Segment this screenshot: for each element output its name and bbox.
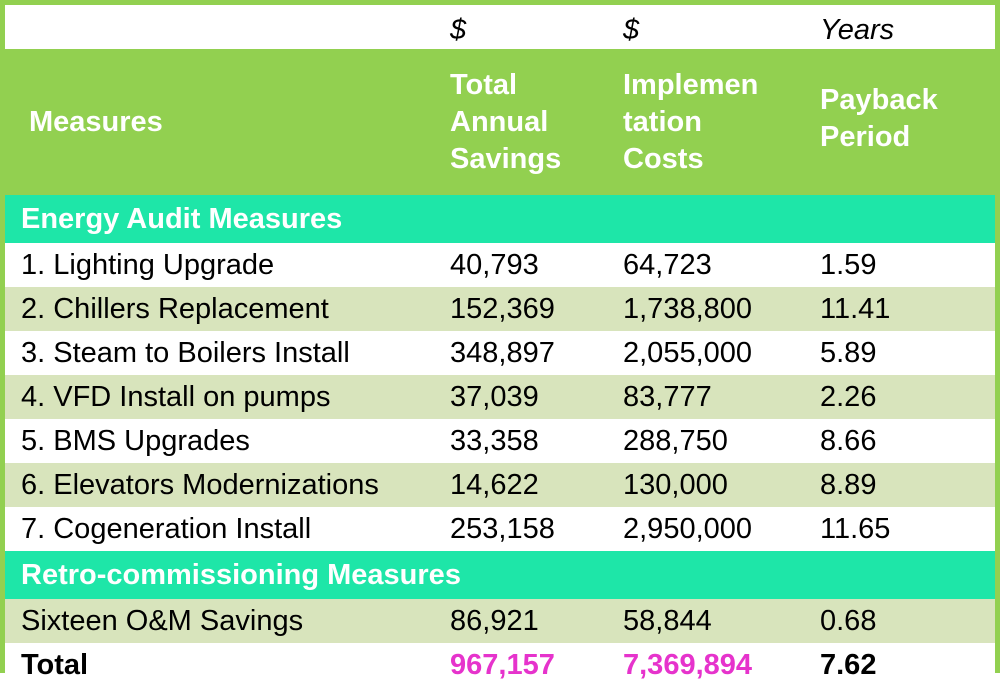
section-title: Retro-commissioning Measures: [5, 551, 995, 599]
measure-cell: 4. VFD Install on pumps: [5, 375, 450, 419]
measure-cell: 7. Cogeneration Install: [5, 507, 450, 551]
header-implementation-costs: Implemen tation Costs: [623, 49, 820, 195]
table-row: 7. Cogeneration Install 253,158 2,950,000 1…: [5, 507, 995, 551]
savings-cell: 40,793: [450, 243, 623, 287]
costs-cell: 1,738,800: [623, 287, 820, 331]
section-row: Energy Audit Measures: [5, 195, 995, 243]
measure-cell: Sixteen O&M Savings: [5, 599, 450, 643]
payback-cell: 5.89: [820, 331, 995, 375]
table-row: 1. Lighting Upgrade 40,793 64,723 1.59: [5, 243, 995, 287]
costs-cell: 2,950,000: [623, 507, 820, 551]
savings-cell: 86,921: [450, 599, 623, 643]
savings-cell: 14,622: [450, 463, 623, 507]
header-payback-period: Payback Period: [820, 49, 995, 195]
units-cell-costs: $: [623, 13, 640, 46]
payback-cell: 8.66: [820, 419, 995, 463]
savings-cell: 37,039: [450, 375, 623, 419]
payback-cell: 2.26: [820, 375, 995, 419]
units-row: $ $ Years: [5, 5, 995, 49]
savings-cell: 348,897: [450, 331, 623, 375]
measure-cell: 2. Chillers Replacement: [5, 287, 450, 331]
header-payback-line: Period: [820, 121, 911, 153]
table-row: 3. Steam to Boilers Install 348,897 2,055,…: [5, 331, 995, 375]
payback-cell: 11.41: [820, 287, 995, 331]
measure-cell: 6. Elevators Modernizations: [5, 463, 450, 507]
units-cell-savings: $: [450, 13, 467, 46]
table-row: 4. VFD Install on pumps 37,039 83,777 2.26: [5, 375, 995, 419]
header-row: Measures Total Annual Savings Implemen t…: [5, 49, 995, 195]
savings-cell: 33,358: [450, 419, 623, 463]
table-body: Energy Audit Measures 1. Lighting Upgrade…: [5, 195, 995, 687]
costs-cell: 288,750: [623, 419, 820, 463]
total-row: Total 967,157 7,369,894 7.62: [5, 643, 995, 687]
energy-measures-table: $ $ Years Measures Total Annual Savings …: [5, 5, 995, 687]
units-cell-measures: [5, 5, 450, 49]
section-row: Retro-commissioning Measures: [5, 551, 995, 599]
payback-cell: 0.68: [820, 599, 995, 643]
section-title: Energy Audit Measures: [5, 195, 995, 243]
header-measures: Measures: [5, 49, 450, 195]
costs-cell: 83,777: [623, 375, 820, 419]
header-total-annual-savings: Total Annual Savings: [450, 49, 623, 195]
payback-cell: 1.59: [820, 243, 995, 287]
header-savings-line: Savings: [450, 142, 562, 175]
header-costs-line: Costs: [623, 142, 704, 175]
measure-cell: 3. Steam to Boilers Install: [5, 331, 450, 375]
total-savings: 967,157: [450, 643, 623, 687]
costs-cell: 2,055,000: [623, 331, 820, 375]
total-label: Total: [5, 643, 450, 687]
header-savings-line: Annual: [450, 105, 549, 138]
costs-cell: 58,844: [623, 599, 820, 643]
savings-cell: 152,369: [450, 287, 623, 331]
payback-cell: 11.65: [820, 507, 995, 551]
savings-cell: 253,158: [450, 507, 623, 551]
total-payback: 7.62: [820, 643, 995, 687]
table-row: 6. Elevators Modernizations 14,622 130,000…: [5, 463, 995, 507]
measure-cell: 1. Lighting Upgrade: [5, 243, 450, 287]
costs-cell: 130,000: [623, 463, 820, 507]
table-row: 2. Chillers Replacement 152,369 1,738,800 1…: [5, 287, 995, 331]
costs-cell: 64,723: [623, 243, 820, 287]
header-payback-line: Payback: [820, 84, 938, 116]
table-row: 5. BMS Upgrades 33,358 288,750 8.66: [5, 419, 995, 463]
payback-cell: 8.89: [820, 463, 995, 507]
header-costs-line: Implemen: [623, 68, 759, 101]
header-savings-line: Total: [450, 68, 518, 101]
units-cell-payback: Years: [820, 13, 895, 46]
total-costs: 7,369,894: [623, 643, 820, 687]
table-row: Sixteen O&M Savings 86,921 58,844 0.68: [5, 599, 995, 643]
header-costs-line: tation: [623, 105, 702, 138]
measure-cell: 5. BMS Upgrades: [5, 419, 450, 463]
